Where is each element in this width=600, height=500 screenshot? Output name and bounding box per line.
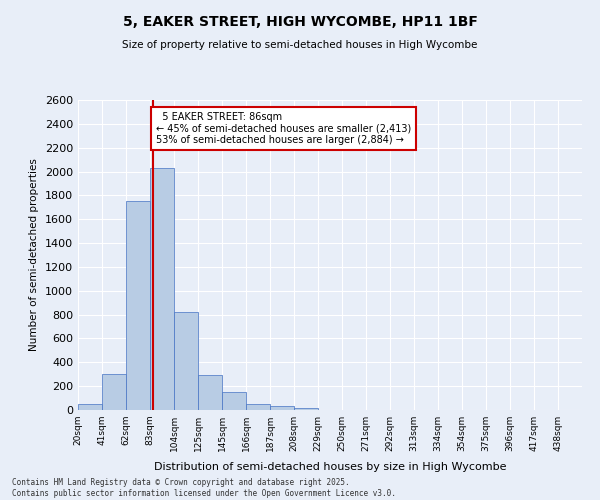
Bar	[198, 375, 222, 410]
Bar	[270, 406, 294, 410]
Bar	[78, 404, 102, 410]
Bar	[294, 408, 318, 410]
Text: Contains HM Land Registry data © Crown copyright and database right 2025.
Contai: Contains HM Land Registry data © Crown c…	[12, 478, 396, 498]
X-axis label: Distribution of semi-detached houses by size in High Wycombe: Distribution of semi-detached houses by …	[154, 462, 506, 472]
Bar	[222, 392, 246, 410]
Y-axis label: Number of semi-detached properties: Number of semi-detached properties	[29, 158, 40, 352]
Bar	[174, 312, 198, 410]
Bar	[126, 202, 150, 410]
Text: 5 EAKER STREET: 86sqm
← 45% of semi-detached houses are smaller (2,413)
53% of s: 5 EAKER STREET: 86sqm ← 45% of semi-deta…	[156, 112, 411, 145]
Bar	[150, 168, 174, 410]
Text: Size of property relative to semi-detached houses in High Wycombe: Size of property relative to semi-detach…	[122, 40, 478, 50]
Bar	[102, 374, 126, 410]
Text: 5, EAKER STREET, HIGH WYCOMBE, HP11 1BF: 5, EAKER STREET, HIGH WYCOMBE, HP11 1BF	[122, 15, 478, 29]
Bar	[246, 404, 270, 410]
